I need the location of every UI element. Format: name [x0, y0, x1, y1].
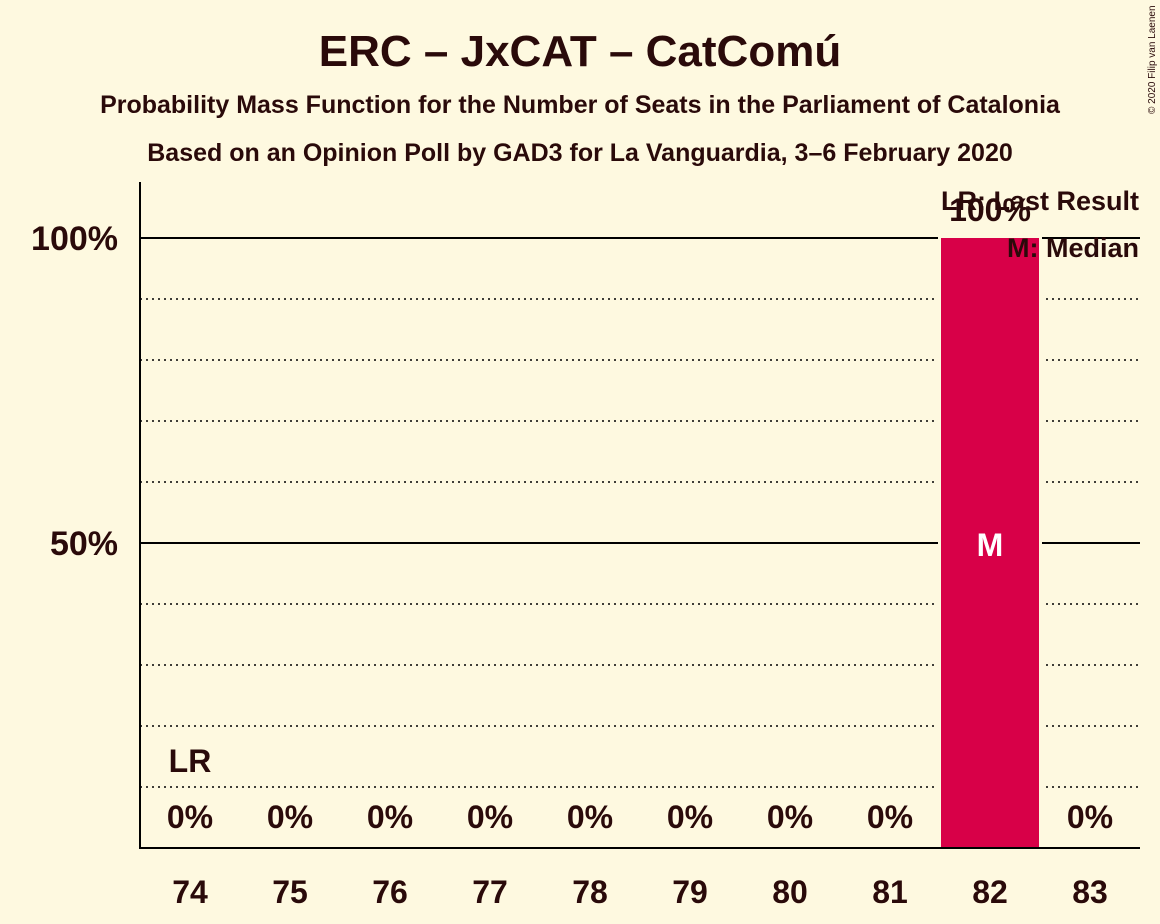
x-tick-label: 75 [272, 874, 308, 910]
x-tick-label: 76 [372, 874, 408, 910]
x-tick-label: 74 [172, 874, 208, 910]
value-label: 100% [949, 192, 1031, 228]
value-label: 0% [467, 799, 513, 835]
value-label: 0% [567, 799, 613, 835]
value-label: 0% [1067, 799, 1113, 835]
value-label: 0% [867, 799, 913, 835]
chart-subtitle: Probability Mass Function for the Number… [100, 91, 1061, 119]
x-tick-label: 79 [672, 874, 708, 910]
chart-subtitle-poll: Based on an Opinion Poll by GAD3 for La … [147, 139, 1013, 167]
bars [938, 235, 1042, 848]
y-tick-label: 100% [31, 220, 118, 258]
value-label: 0% [167, 799, 213, 835]
copyright-note: © 2020 Filip van Laenen [1147, 5, 1158, 114]
x-tick-label: 80 [772, 874, 808, 910]
last-result-marker: LR [169, 743, 212, 779]
median-marker: M [977, 527, 1004, 563]
value-label: 0% [267, 799, 313, 835]
x-tick-label: 78 [572, 874, 608, 910]
legend-last-result: LR: Last Result [941, 186, 1139, 216]
bar [941, 238, 1039, 848]
labels: 50% 100% 0% 74 0% 75 0% 76 0% 77 0% 78 0% 79 0% 80 0% 81 1… [31, 192, 1113, 910]
y-tick-label: 50% [50, 525, 118, 563]
x-tick-label: 83 [1072, 874, 1108, 910]
x-tick-label: 81 [872, 874, 908, 910]
chart-title: ERC – JxCAT – CatComú [319, 27, 841, 76]
x-tick-label: 82 [972, 874, 1008, 910]
value-label: 0% [367, 799, 413, 835]
value-label: 0% [767, 799, 813, 835]
value-label: 0% [667, 799, 713, 835]
legend-median: M: Median [1007, 233, 1139, 263]
x-tick-label: 77 [472, 874, 508, 910]
